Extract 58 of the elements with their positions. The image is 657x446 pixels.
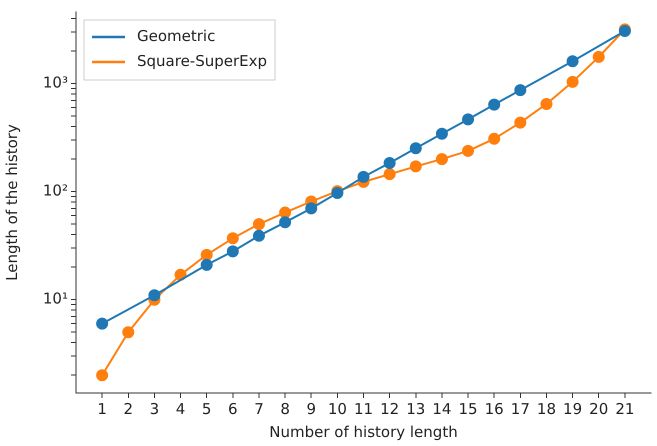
point [462, 113, 474, 126]
x-tick-label: 16 [484, 400, 504, 418]
point [514, 84, 526, 96]
point [488, 132, 500, 145]
point [279, 216, 292, 228]
point [200, 258, 213, 271]
x-tick-label: 1 [97, 400, 107, 418]
point [436, 128, 448, 140]
x-tick-label: 7 [254, 400, 264, 418]
x-tick-label: 17 [510, 400, 530, 418]
point [279, 206, 292, 219]
x-tick-label: 9 [306, 400, 316, 418]
x-tick-label: 8 [280, 400, 290, 418]
point [540, 98, 552, 110]
point [252, 218, 265, 230]
point [410, 142, 422, 154]
point [462, 144, 474, 157]
x-tick-label: 5 [202, 400, 212, 418]
x-tick-label: 11 [354, 400, 374, 418]
x-tick-label: 21 [615, 400, 634, 418]
point [384, 156, 396, 169]
legend-label: Square-SuperExp [137, 52, 268, 70]
point [514, 116, 526, 129]
point [252, 230, 265, 242]
point [488, 98, 500, 111]
point [226, 232, 239, 244]
x-tick-label: 4 [176, 400, 186, 418]
x-tick-label: 10 [328, 400, 347, 418]
point [122, 326, 134, 338]
point [566, 55, 579, 68]
x-tick-label: 14 [432, 400, 452, 418]
point [96, 369, 108, 382]
x-tick-label: 3 [150, 400, 160, 418]
point [384, 168, 396, 180]
point [566, 76, 579, 88]
point [436, 153, 448, 166]
y-tick-label: 10³ [42, 73, 68, 92]
y-tick-label: 10² [42, 182, 68, 200]
point [592, 50, 605, 63]
x-tick-label: 20 [589, 400, 608, 418]
point [226, 245, 239, 258]
point [200, 248, 213, 261]
x-tick-label: 15 [458, 400, 478, 418]
x-tick-label: 18 [536, 400, 556, 418]
x-tick-label: 2 [124, 400, 134, 418]
point [148, 289, 160, 302]
x-tick-label: 6 [228, 400, 238, 418]
x-axis-title: Number of history length [269, 422, 458, 441]
point [410, 160, 422, 172]
point [358, 170, 370, 183]
x-tick-label: 12 [380, 400, 400, 418]
x-tick-label: 13 [406, 400, 426, 418]
point [305, 202, 318, 214]
legend-label: Geometric [137, 26, 216, 45]
y-axis-title: Length of the history [2, 124, 21, 281]
point [96, 318, 108, 330]
y-tick-label: 10¹ [42, 290, 68, 308]
x-tick-label: 19 [563, 400, 582, 418]
